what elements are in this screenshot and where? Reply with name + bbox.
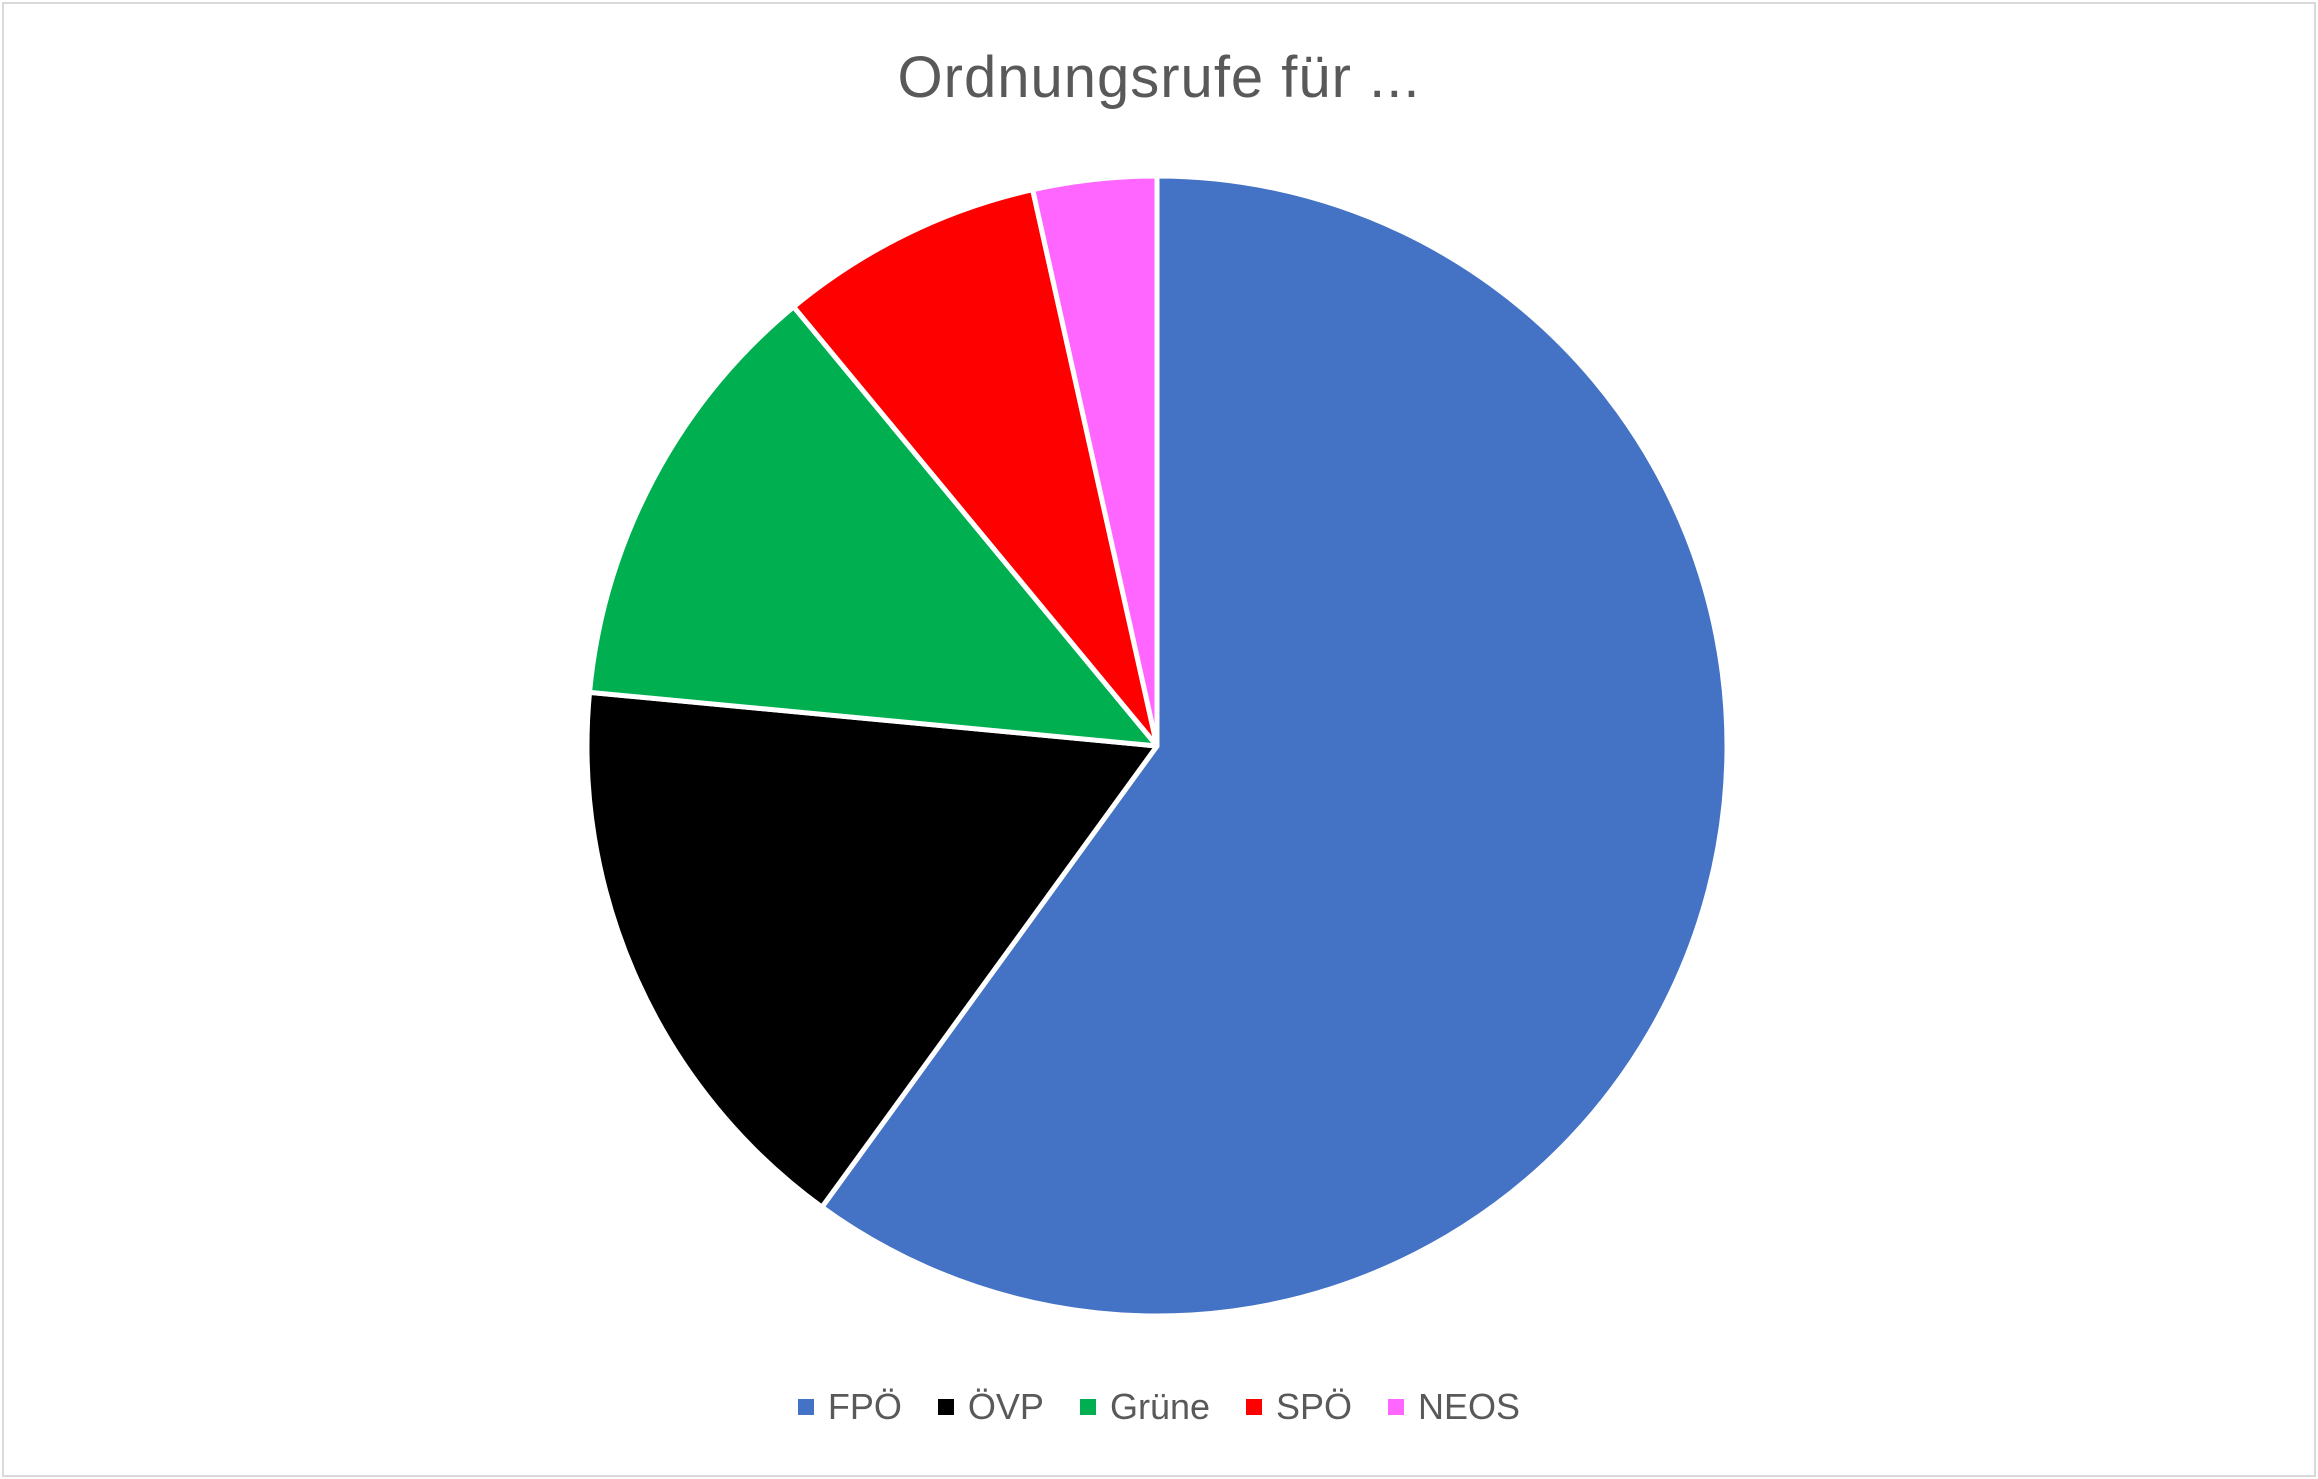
pie-slice-grüne (587, 304, 1160, 749)
legend-swatch (1388, 1399, 1405, 1415)
legend-label: NEOS (1418, 1386, 1521, 1427)
legend-item-fpö: FPÖ (797, 1386, 902, 1428)
pie-slice-spö (791, 187, 1160, 749)
legend-item-spö: SPÖ (1246, 1386, 1352, 1428)
chart-title: Ordnungsrufe für ... (897, 45, 1421, 110)
legend-swatch (937, 1399, 954, 1415)
legend-label: SPÖ (1276, 1386, 1353, 1427)
legend-label: ÖVP (967, 1386, 1044, 1427)
legend-item-övp: ÖVP (937, 1386, 1044, 1428)
pie-slice-fpö (819, 173, 1730, 1319)
legend-swatch (797, 1399, 814, 1415)
legend: FPÖ ÖVP Grüne SPÖ NEOS (4, 1386, 2314, 1428)
pie-slice-neos (1030, 173, 1160, 749)
legend-label: Grüne (1109, 1386, 1211, 1427)
legend-swatch (1079, 1399, 1096, 1415)
legend-item-neos: NEOS (1388, 1386, 1520, 1428)
legend-item-grüne: Grüne (1079, 1386, 1211, 1428)
pie-slice-övp (584, 689, 1160, 1210)
pie-chart (584, 173, 1730, 1319)
legend-swatch (1246, 1399, 1263, 1415)
legend-label: FPÖ (827, 1386, 902, 1427)
